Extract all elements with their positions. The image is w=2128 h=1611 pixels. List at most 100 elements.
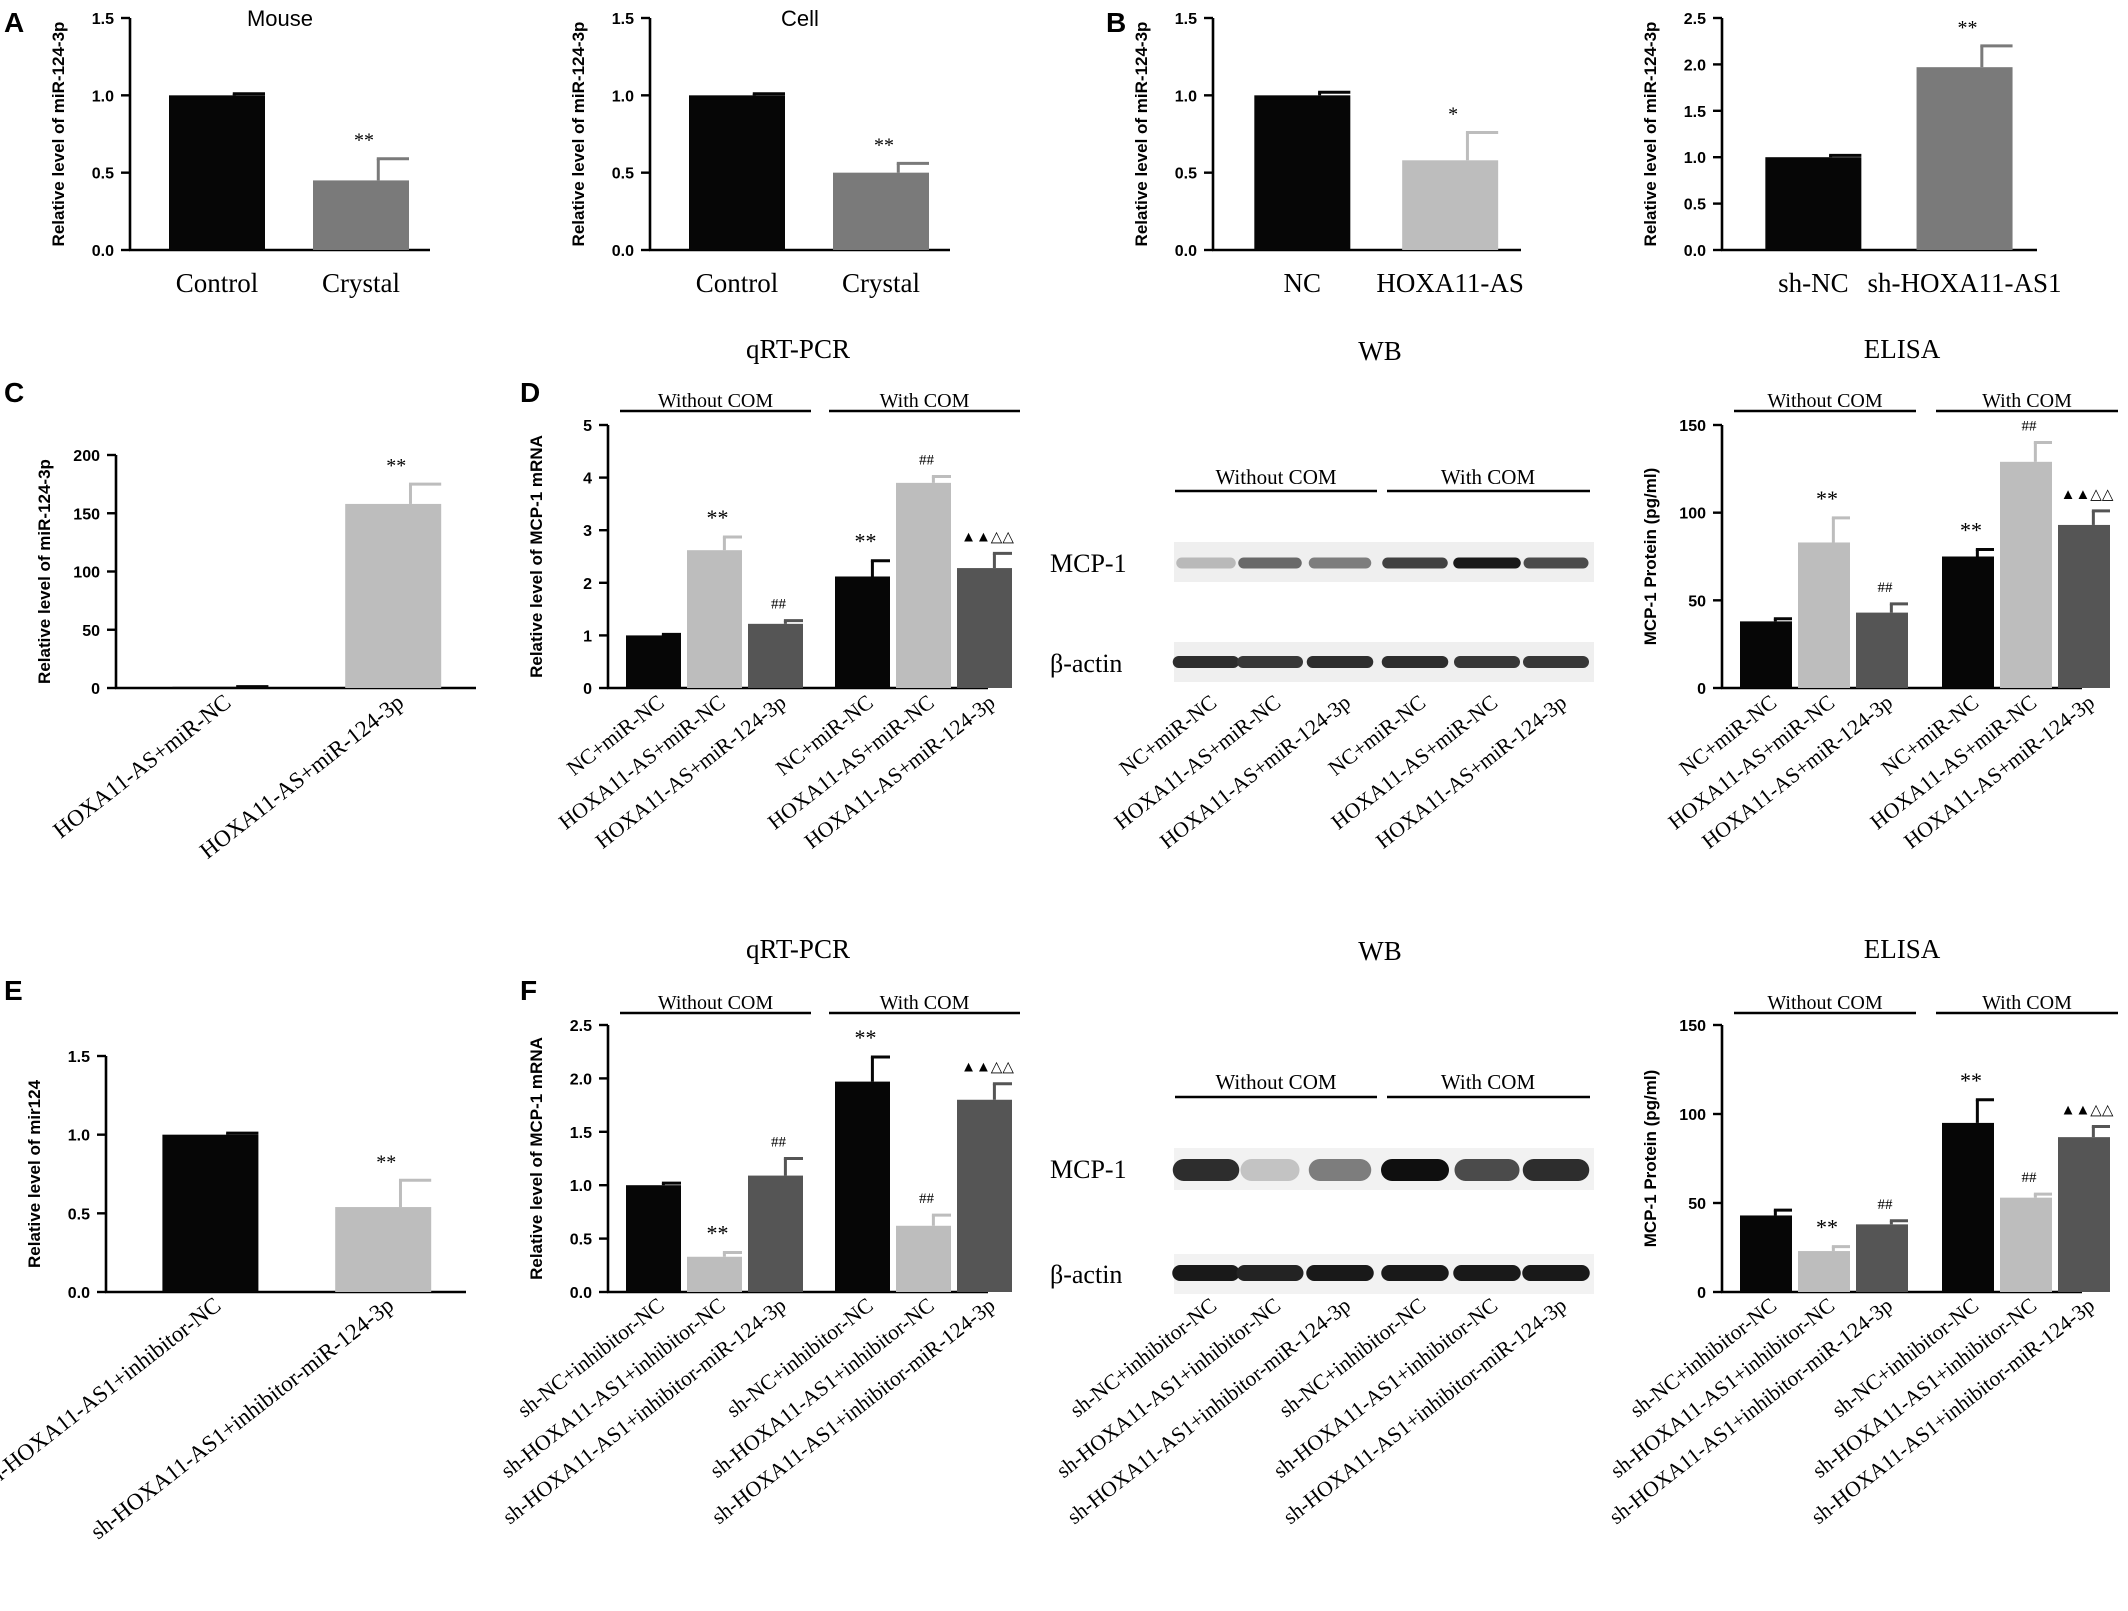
group-label: Without COM (1767, 992, 1883, 1014)
y-tick-label: 2.5 (1684, 11, 1706, 28)
significance-label: ** (376, 1151, 396, 1173)
bar (172, 686, 269, 689)
wb-f-group-with: With COM (1441, 1070, 1536, 1094)
wb-d-group-without: Without COM (1215, 465, 1336, 489)
significance-label: ** (1960, 517, 1982, 542)
wb-band (1523, 557, 1589, 569)
bar (1740, 621, 1792, 688)
bar (2000, 1197, 2052, 1292)
wb-d-band-label-actin: β-actin (1050, 649, 1122, 678)
bar (1254, 95, 1351, 250)
wb-band (1306, 1265, 1374, 1281)
group-label: With COM (880, 992, 970, 1014)
bar (835, 576, 890, 688)
bar (1856, 612, 1908, 688)
y-tick-label: 2.0 (1684, 57, 1706, 74)
x-tick-label: sh-HOXA11-AS1+inhibitor-miR-124-3p (86, 1292, 399, 1544)
x-tick-label: Control (176, 268, 259, 298)
y-tick-label: 2 (583, 576, 592, 593)
significance-label: ▲▲△△ (961, 529, 1014, 545)
y-tick-label: 1.0 (1175, 88, 1197, 105)
wb-band (1381, 1265, 1449, 1281)
bar (896, 1225, 951, 1292)
significance-label: * (1448, 103, 1458, 125)
y-axis-label: Relative level of mir124 (25, 1079, 44, 1268)
y-axis-label: MCP-1 Protein (pg/ml) (1641, 1070, 1660, 1248)
x-tick-label: Crystal (842, 268, 920, 298)
bar (957, 1099, 1012, 1292)
wb-band (1454, 656, 1520, 668)
wb-band (1172, 656, 1240, 668)
y-axis-label: Relative level of MCP-1 mRNA (527, 1037, 546, 1280)
y-tick-label: 1.0 (612, 88, 634, 105)
y-tick-label: 0.0 (612, 243, 634, 260)
y-tick-label: 1.5 (570, 1125, 592, 1142)
chart-a1: 0.0 0.5 1.0 1.5 Relative level of miR-124-3p… (49, 6, 430, 298)
chart-title: ELISA (1864, 934, 1941, 964)
significance-label: ** (707, 1220, 729, 1245)
y-tick-label: 100 (73, 565, 100, 582)
y-tick-label: 0.5 (612, 166, 634, 183)
y-axis-label: Relative level of miR-124-3p (49, 22, 68, 247)
bar (335, 1207, 432, 1292)
chart-e: 0.0 0.5 1.0 1.5 Relative level of mir124 sh-H… (0, 1049, 466, 1544)
bar (1942, 1122, 1994, 1292)
significance-label: ** (855, 529, 877, 554)
x-tick-label: HOXA11-AS+miR-NC (48, 689, 235, 843)
chart-title: qRT-PCR (746, 934, 850, 964)
y-tick-label: 2.0 (570, 1071, 592, 1088)
wb-band (1454, 1159, 1520, 1181)
bar (345, 503, 442, 688)
y-tick-label: 1.0 (68, 1128, 90, 1145)
wb-band (1238, 557, 1302, 569)
wb-panel-f: WB Without COM With COM MCP-1 β-actin sh… (1050, 936, 1594, 1529)
y-tick-label: 1.0 (92, 88, 114, 105)
bar (2000, 461, 2052, 688)
significance-label: ** (354, 130, 374, 152)
panel-letter-a: A (4, 7, 24, 38)
wb-band (1237, 656, 1303, 668)
significance-label: ## (1878, 580, 1894, 596)
y-tick-label: 0 (1697, 1285, 1706, 1302)
y-axis-label: Relative level of miR-124-3p (569, 22, 588, 247)
significance-label: ## (2022, 419, 2038, 435)
significance-label: ** (1816, 1215, 1838, 1240)
y-tick-label: 0.0 (1175, 243, 1197, 260)
y-axis-label: Relative level of MCP-1 mRNA (527, 435, 546, 678)
bar (313, 180, 409, 250)
chart-title: qRT-PCR (746, 334, 850, 364)
significance-label: ** (855, 1025, 877, 1050)
panel-letter-c: C (4, 377, 24, 408)
panel-letter-d: D (520, 377, 540, 408)
wb-f-band-label-mcp1: MCP-1 (1050, 1155, 1127, 1184)
bar (1798, 1251, 1850, 1292)
wb-band (1523, 656, 1589, 668)
wb-band (1306, 656, 1374, 668)
significance-label: ## (919, 1191, 935, 1207)
y-axis-label: MCP-1 Protein (pg/ml) (1641, 468, 1660, 646)
bar (1798, 542, 1850, 688)
wb-band (1381, 656, 1449, 668)
wb-band (1236, 1265, 1304, 1281)
y-tick-label: 0.0 (570, 1285, 592, 1302)
y-tick-label: 1.5 (68, 1049, 90, 1066)
y-tick-label: 0.0 (92, 243, 114, 260)
group-label: With COM (1982, 992, 2072, 1014)
chart-b1: 0.0 0.5 1.0 1.5 Relative level of miR-124-3p… (1132, 11, 1524, 298)
y-tick-label: 150 (1679, 418, 1706, 435)
bar (169, 95, 265, 250)
chart-title: Mouse (247, 6, 313, 31)
y-tick-label: 1.5 (612, 11, 634, 28)
bar (2058, 1137, 2110, 1292)
bar (833, 172, 929, 250)
significance-label: ## (1878, 1197, 1894, 1213)
x-tick-label: sh-HOXA11-AS1+inhibitor-NC (1808, 1293, 2041, 1483)
significance-label: ▲▲△△ (2061, 1102, 2114, 1118)
y-tick-label: 3 (583, 523, 592, 540)
bar (748, 623, 803, 688)
y-tick-label: 0.5 (1175, 166, 1197, 183)
wb-band (1240, 1159, 1300, 1181)
y-axis-label: Relative level of miR-124-3p (1132, 22, 1151, 247)
significance-label: ## (919, 453, 935, 469)
wb-band (1308, 1159, 1372, 1181)
